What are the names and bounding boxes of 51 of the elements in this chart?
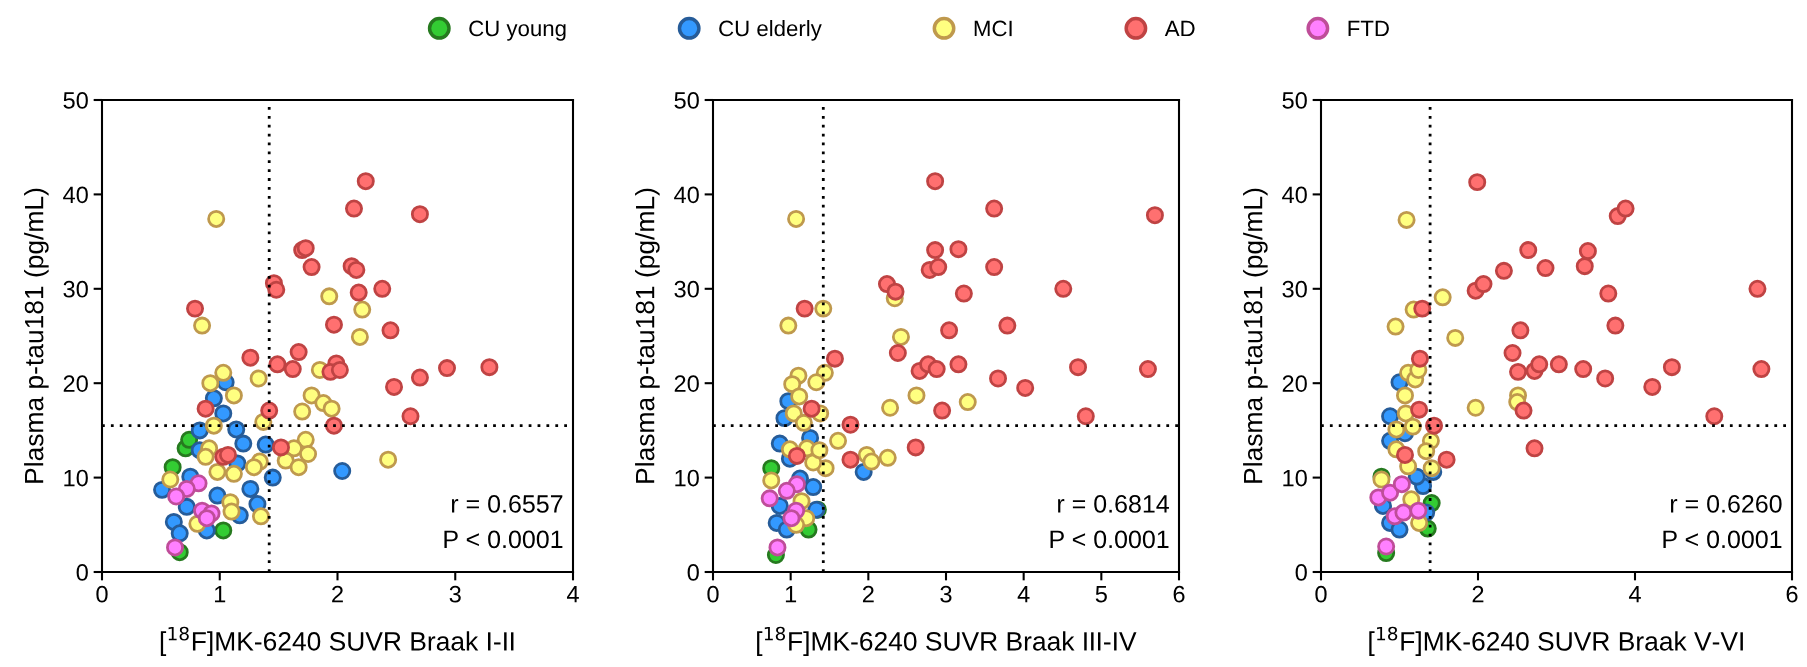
y-tick-label: 50 [674, 92, 699, 109]
x-tick-label: 0 [707, 585, 719, 603]
x-tick-label: 4 [1628, 586, 1641, 603]
annotation: r = 0.6557 [451, 495, 563, 513]
x-axis-title: [$^{18}$F]MK-6240 SUVR Braak V-VI [1369, 626, 1743, 656]
y-tick-label: 50 [63, 92, 88, 109]
x-tick-label: 0 [1315, 585, 1327, 603]
y-tick-label: 10 [675, 469, 699, 487]
y-axis-title: Plasma p-tau181 (pg/mL) [24, 188, 49, 483]
x-tick-label: 1 [785, 586, 797, 603]
y-tick-label: 30 [674, 280, 699, 298]
x-tick-label: 2 [1472, 585, 1484, 603]
x-axis-title: [$^{18}$F]MK-6240 SUVR Braak III-IV [757, 626, 1137, 656]
x-tick-label: 6 [1173, 585, 1185, 603]
y-tick-label: 0 [76, 564, 88, 581]
x-tick-label: 6 [1786, 585, 1798, 603]
annotation: P < 0.0001 [1050, 530, 1169, 549]
annotation: P < 0.0001 [1663, 530, 1782, 549]
y-tick-label: 40 [63, 186, 88, 204]
x-tick-label: 4 [1017, 586, 1030, 603]
y-tick-label: 30 [63, 280, 88, 298]
x-tick-label: 2 [862, 585, 874, 603]
x-tick-label: 0 [96, 585, 108, 603]
y-tick-label: 20 [63, 375, 88, 392]
annotation: P < 0.0001 [444, 530, 563, 549]
y-tick-label: 20 [1282, 375, 1307, 392]
y-tick-label: 40 [674, 186, 699, 204]
legend-label: AD [1164, 20, 1195, 37]
y-tick-label: 10 [1283, 469, 1307, 487]
x-tick-label: 3 [940, 585, 952, 603]
y-tick-label: 50 [1282, 92, 1307, 109]
x-tick-label: 4 [566, 586, 579, 603]
legend-label: FTD [1348, 20, 1389, 37]
y-tick-label: 30 [1282, 280, 1307, 298]
y-axis-title: Plasma p-tau181 (pg/mL) [635, 188, 660, 483]
y-tick-label: 0 [687, 564, 699, 581]
x-tick-label: 2 [332, 585, 343, 603]
y-axis-title: Plasma p-tau181 (pg/mL) [1243, 188, 1268, 483]
legend-label: MCI [974, 20, 1012, 37]
y-tick-label: 20 [674, 375, 699, 392]
x-tick-label: 1 [214, 586, 226, 603]
x-tick-label: 5 [1095, 586, 1107, 603]
annotation: r = 0.6814 [1058, 495, 1169, 513]
x-tick-label: 3 [449, 585, 461, 603]
y-tick-label: 10 [64, 469, 88, 487]
y-tick-label: 0 [1295, 564, 1307, 581]
annotation: r = 0.6260 [1670, 495, 1782, 513]
legend-label: CU elderly [719, 20, 822, 41]
y-tick-label: 40 [1282, 186, 1307, 204]
legend-label: CU young [469, 20, 566, 41]
x-axis-title: [$^{18}$F]MK-6240 SUVR Braak I-II [160, 626, 514, 656]
